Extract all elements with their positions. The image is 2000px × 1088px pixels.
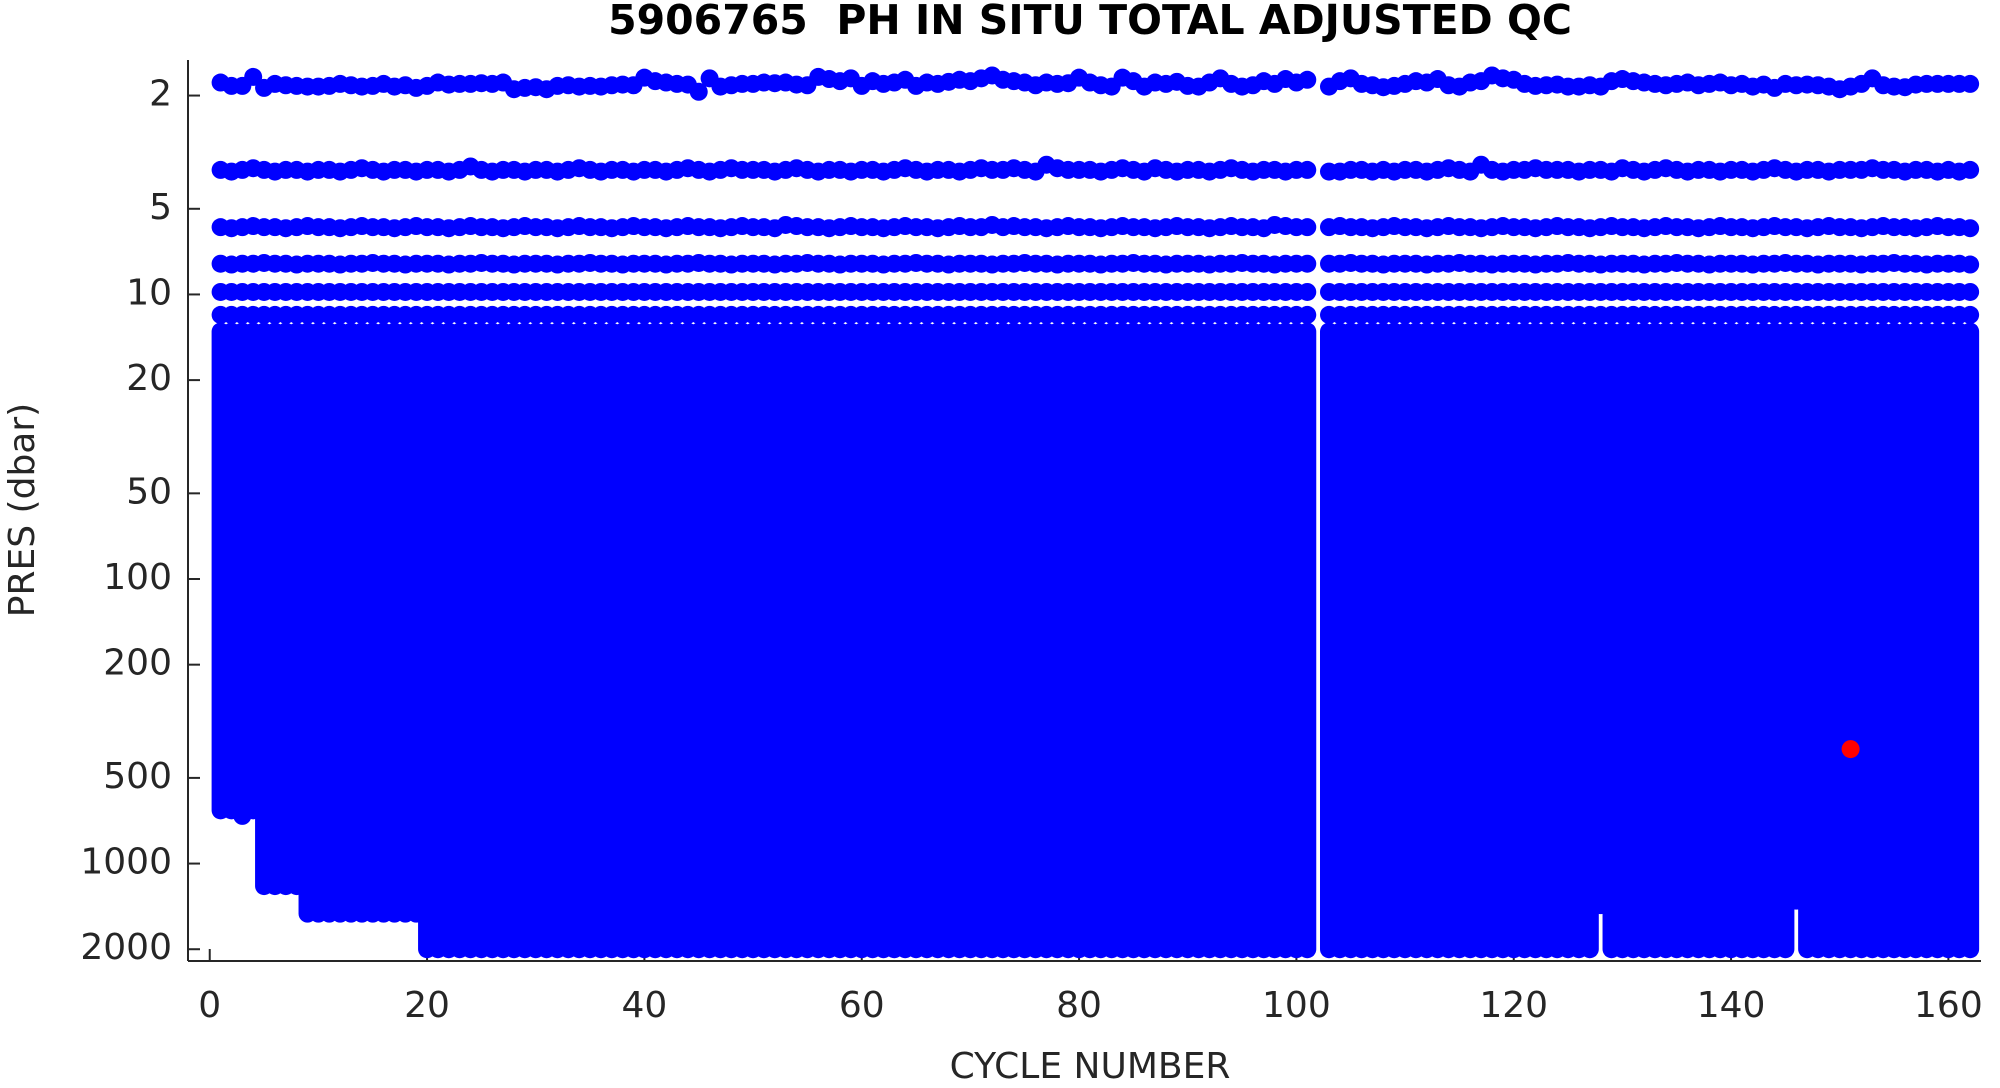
point [1298, 218, 1317, 237]
y-tick-label: 5 [149, 187, 172, 228]
chart-title: 5906765 PH IN SITU TOTAL ADJUSTED QC [608, 0, 1572, 44]
y-tick-label: 50 [126, 471, 172, 512]
y-axis-label: PRES (dbar) [2, 403, 43, 617]
x-tick-label: 160 [1914, 985, 1983, 1026]
y-tick-label: 20 [126, 358, 172, 399]
x-tick-label: 100 [1262, 985, 1331, 1026]
x-tick-label: 60 [839, 985, 885, 1026]
point [1298, 70, 1317, 89]
point [1961, 160, 1980, 179]
point [1298, 160, 1317, 179]
y-tick-label: 1000 [80, 842, 172, 883]
point [1961, 282, 1980, 301]
point [1961, 219, 1980, 238]
point [1298, 254, 1317, 273]
point [1298, 305, 1317, 324]
y-tick-label: 100 [103, 557, 172, 598]
point [1841, 740, 1860, 759]
profile-range [1961, 322, 1980, 959]
x-tick-label: 120 [1479, 985, 1548, 1026]
point [1298, 282, 1317, 301]
y-tick-label: 200 [103, 643, 172, 684]
x-tick-label: 20 [404, 985, 450, 1026]
x-tick-label: 80 [1056, 985, 1102, 1026]
profile-range [1298, 322, 1317, 959]
point [244, 67, 263, 86]
x-tick-label: 40 [621, 985, 667, 1026]
x-tick-label: 0 [198, 985, 221, 1026]
point [1961, 255, 1980, 274]
y-tick-label: 2 [149, 74, 172, 115]
y-tick-label: 10 [126, 272, 172, 313]
x-tick-label: 140 [1697, 985, 1766, 1026]
point [689, 82, 708, 101]
point [1961, 305, 1980, 324]
y-tick-label: 2000 [80, 927, 172, 968]
point [1961, 74, 1980, 93]
y-tick-label: 500 [103, 756, 172, 797]
x-axis-label: CYCLE NUMBER [950, 1046, 1231, 1087]
